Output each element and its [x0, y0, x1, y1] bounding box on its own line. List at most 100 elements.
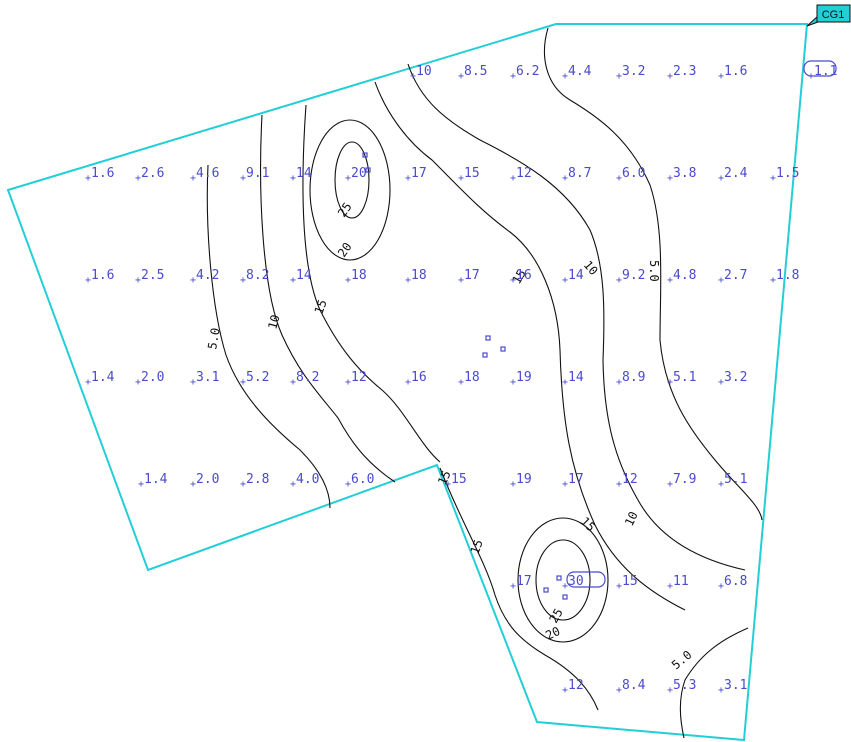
point-value: +1.5	[770, 166, 800, 184]
luminaire-icon	[485, 335, 491, 341]
point-value: +5.1	[667, 370, 697, 388]
luminaire-icon	[500, 346, 506, 352]
luminaire-icon	[482, 352, 488, 358]
point-value: +6.8	[718, 574, 748, 592]
point-value: +2.4	[718, 166, 748, 184]
contour-5	[206, 164, 331, 509]
contour-10	[260, 114, 396, 483]
luminaire-markers	[362, 152, 568, 600]
point-value: +18	[405, 268, 427, 286]
point-value: +15	[616, 574, 638, 592]
contour-label: 15	[435, 468, 454, 487]
point-value: +3.1	[190, 370, 220, 388]
tag-pointer	[806, 14, 819, 27]
point-value: +2.6	[135, 166, 165, 184]
point-value: +8.9	[616, 370, 646, 388]
point-value: +6.0	[345, 472, 375, 490]
contour-label: 10	[622, 509, 641, 528]
calculation-grid-tag[interactable]: CG1	[806, 4, 851, 27]
contour-label: 15	[509, 267, 528, 287]
max-value-outline	[566, 571, 606, 588]
point-value: +8.5	[458, 64, 488, 82]
point-value: +6.2	[510, 64, 540, 82]
luminaire-icon	[365, 167, 371, 173]
point-value: +10	[410, 64, 432, 82]
point-value: +3.2	[718, 370, 748, 388]
point-value: +14	[290, 166, 312, 184]
point-value: +12	[345, 370, 367, 388]
point-value: +2.3	[667, 64, 697, 82]
point-value: +16	[510, 268, 532, 286]
contour-5	[679, 627, 749, 739]
point-value: +9.2	[616, 268, 646, 286]
contour-10	[407, 63, 746, 571]
contour-label: 15	[468, 538, 486, 556]
contour-label: 5.0	[669, 648, 695, 673]
point-value: +4.6	[190, 166, 220, 184]
contour-20	[309, 119, 391, 261]
point-value: +4.2	[190, 268, 220, 286]
luminaire-icon	[362, 152, 368, 158]
contour-25	[535, 539, 591, 621]
point-value: +12	[562, 678, 584, 696]
point-value: +18	[345, 268, 367, 286]
point-value: +14	[290, 268, 312, 286]
contour-15	[374, 81, 686, 611]
point-value: +17	[458, 268, 480, 286]
point-value: +1.4	[138, 472, 168, 490]
point-value: +1.8	[770, 268, 800, 286]
point-value: +15	[458, 166, 480, 184]
contour-15	[439, 467, 599, 711]
min-value-outline	[803, 60, 837, 77]
contour-label: 10	[581, 258, 601, 278]
point-value: +3.1	[718, 678, 748, 696]
tag-label: CG1	[822, 9, 845, 21]
point-value: +17	[562, 472, 584, 490]
contour-15	[302, 104, 441, 463]
point-value: +14	[562, 370, 584, 388]
contour-label: 15	[312, 298, 330, 316]
point-value: +8.4	[616, 678, 646, 696]
point-value: +19	[510, 472, 532, 490]
contour-lines	[206, 27, 763, 739]
point-value: +3.2	[616, 64, 646, 82]
contour-5	[543, 27, 763, 521]
luminaire-icon	[543, 587, 549, 593]
point-value: +7.9	[667, 472, 697, 490]
point-value: +30	[562, 574, 584, 592]
point-value: +18	[458, 370, 480, 388]
contour-label: 25	[546, 606, 565, 626]
point-value: +2.5	[135, 268, 165, 286]
point-value: +1.4	[85, 370, 115, 388]
point-value: +2.8	[240, 472, 270, 490]
contour-label: 25	[335, 200, 355, 220]
point-value: +5.2	[240, 370, 270, 388]
point-value: +11	[667, 574, 689, 592]
luminaire-icon	[556, 575, 562, 581]
contour-label: 5.0	[205, 327, 223, 351]
point-value: +2.7	[718, 268, 748, 286]
point-value: +2.0	[135, 370, 165, 388]
point-value: +12	[616, 472, 638, 490]
calculation-points: +10 +8.5 +6.2 +4.4 +3.2 +2.3 +1.6 +1.1 +1.6 +2.6 +…	[85, 64, 838, 696]
point-value: +1.6	[85, 166, 115, 184]
point-value: +3.8	[667, 166, 697, 184]
tag-box	[816, 4, 851, 23]
point-value: +15	[445, 472, 467, 490]
room-boundary	[6, 23, 809, 742]
point-value: +4.0	[290, 472, 320, 490]
point-value: +4.8	[667, 268, 697, 286]
point-value: +8.7	[562, 166, 592, 184]
point-value: +4.4	[562, 64, 592, 82]
point-value: +1.1	[808, 64, 838, 82]
contour-20	[517, 517, 609, 643]
point-value: +8.2	[240, 268, 270, 286]
point-value: +5.1	[718, 472, 748, 490]
point-value: +17	[405, 166, 427, 184]
point-value: +2.0	[190, 472, 220, 490]
contour-label: 15	[578, 514, 598, 534]
point-value: +12	[510, 166, 532, 184]
contour-label: 20	[335, 240, 355, 260]
point-value: +1.6	[718, 64, 748, 82]
